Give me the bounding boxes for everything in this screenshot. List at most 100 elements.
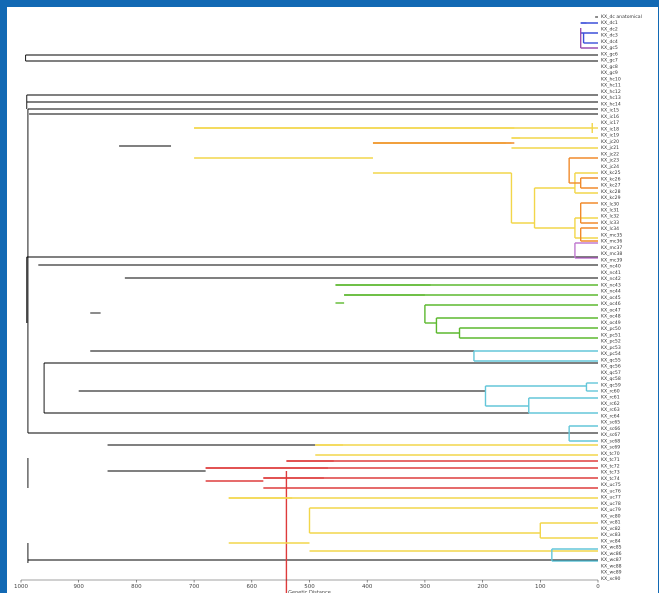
- leaf-label: KX_ic15: [601, 108, 619, 114]
- leaf-label: KX_mc38: [601, 251, 622, 257]
- leaf-label: KX_dc3: [601, 33, 618, 39]
- leaf-label: KX_nc40: [601, 264, 621, 270]
- leaf-label: KX_lc33: [601, 220, 619, 226]
- leaf-label: KX_oc47: [601, 307, 621, 313]
- leaf-label: KX_oc48: [601, 314, 621, 320]
- x-axis-title: Genetic Distance: [288, 590, 331, 593]
- leaf-label: KX_mc36: [601, 239, 622, 245]
- leaf-label: KX_oc49: [601, 320, 621, 326]
- leaf-label: KX_sc69: [601, 445, 620, 451]
- leaf-label: KX_oc45: [601, 295, 621, 301]
- leaf-label: KX_jc24: [601, 164, 619, 170]
- x-tick-label: 900: [73, 584, 84, 590]
- leaf-label: KX_gc8: [601, 64, 618, 70]
- leaf-label: KX_kc25: [601, 170, 621, 176]
- x-tick-label: 0: [596, 584, 600, 590]
- leaf-label: KX_wc85: [601, 545, 622, 551]
- leaf-label: KX_nc44: [601, 289, 621, 295]
- leaf-label: KX_gc6: [601, 51, 618, 57]
- leaf-label: KX_qc57: [601, 370, 621, 376]
- leaf-label: KX_sc66: [601, 426, 620, 432]
- leaf-label: KX_lc32: [601, 214, 619, 220]
- leaf-label: KX_tc70: [601, 451, 620, 457]
- leaf-label: KX_qc59: [601, 382, 621, 388]
- leaf-label: KX_jc21: [601, 145, 619, 151]
- leaf-label: KX_jc23: [601, 158, 619, 164]
- leaf-label: KX_sc65: [601, 420, 620, 426]
- leaf-label: KX_pc53: [601, 345, 621, 351]
- leaf-label: KX_gc5: [601, 45, 618, 51]
- x-tick-label: 400: [362, 584, 373, 590]
- leaf-label: KX_kc29: [601, 195, 621, 201]
- leaf-label: KX_ic17: [601, 120, 619, 126]
- x-tick-label: 800: [131, 584, 142, 590]
- x-tick-label: 100: [535, 584, 546, 590]
- leaf-label: KX_dc2: [601, 26, 618, 32]
- leaf-label: KX_qc55: [601, 357, 621, 363]
- leaf-label: KX_kc26: [601, 176, 621, 182]
- leaf-label: KX_dc4: [601, 39, 618, 45]
- leaf-label: KX_tc72: [601, 463, 620, 469]
- leaf-label: KX_ic18: [601, 126, 619, 132]
- leaf-label: KX_rc64: [601, 413, 620, 419]
- leaf-label: KX_dc1: [601, 20, 618, 26]
- leaf-label: KX_dc anatomical: [601, 14, 642, 20]
- leaf-label: KX_xc90: [601, 576, 621, 582]
- leaf-label: KX_uc76: [601, 488, 621, 494]
- leaf-label: KX_rc63: [601, 407, 620, 413]
- leaf-label: KX_mc37: [601, 245, 622, 251]
- leaf-label: KX_jc20: [601, 139, 619, 145]
- leaf-label: KX_gc7: [601, 58, 618, 64]
- leaf-label: KX_ic16: [601, 114, 619, 120]
- x-tick-label: 300: [420, 584, 431, 590]
- leaf-label: KX_jc22: [601, 151, 619, 157]
- leaf-label: KX_wc89: [601, 570, 622, 576]
- leaf-label: KX_qc56: [601, 364, 621, 370]
- leaf-label: KX_mc35: [601, 232, 622, 238]
- leaf-label: KX_pc52: [601, 339, 621, 345]
- leaf-label: KX_hc10: [601, 76, 621, 82]
- x-tick-label: 500: [304, 584, 315, 590]
- leaf-label: KX_pc54: [601, 351, 621, 357]
- leaf-label: KX_oc46: [601, 301, 621, 307]
- dendrogram-figure: KX_dc anatomicalKX_dc1KX_dc2KX_dc3KX_dc4…: [14, 14, 642, 593]
- leaf-label: KX_hc13: [601, 95, 621, 101]
- leaf-label: KX_uc77: [601, 495, 621, 501]
- x-tick-label: 600: [247, 584, 258, 590]
- leaf-label: KX_hc12: [601, 89, 621, 95]
- leaf-label: KX_sc67: [601, 432, 620, 438]
- leaf-label: KX_lc34: [601, 226, 619, 232]
- leaf-label: KX_lc30: [601, 201, 619, 207]
- leaf-label: KX_kc28: [601, 189, 621, 195]
- dendrogram-panel: KX_dc anatomical KX_dc1 KX_dc2 KX_dc3 KX_dc4…: [7, 7, 658, 593]
- leaf-label: KX_hc14: [601, 101, 621, 107]
- leaf-label: KX_vc83: [601, 532, 621, 538]
- leaf-label: KX_vc80: [601, 513, 621, 519]
- leaf-label: KX_gc9: [601, 70, 618, 76]
- leaf-label: KX_nc42: [601, 276, 621, 282]
- x-tick-label: 1000: [14, 584, 28, 590]
- leaf-label: KX_uc78: [601, 501, 621, 507]
- leaf-label: KX_lc31: [601, 207, 619, 213]
- leaf-label: KX_tc71: [601, 457, 620, 463]
- leaf-label: KX_wc87: [601, 557, 622, 563]
- leaf-label: KX_rc62: [601, 401, 620, 407]
- leaf-label: KX_vc84: [601, 538, 621, 544]
- leaf-label: KX_tc73: [601, 470, 620, 476]
- leaf-label: KX_uc75: [601, 482, 621, 488]
- leaf-label: KX_rc61: [601, 395, 620, 401]
- leaf-label: KX_hc11: [601, 83, 621, 89]
- leaf-label: KX_nc41: [601, 270, 621, 276]
- leaf-label: KX_tc74: [601, 476, 620, 482]
- leaf-label: KX_ic19: [601, 133, 619, 139]
- leaf-label: KX_qc58: [601, 376, 621, 382]
- x-tick-label: 200: [477, 584, 488, 590]
- leaf-label: KX_vc81: [601, 520, 621, 526]
- x-tick-label: 700: [189, 584, 200, 590]
- leaf-label: KX_nc43: [601, 282, 621, 288]
- leaf-label: KX_wc86: [601, 551, 622, 557]
- leaf-label: KX_sc68: [601, 438, 620, 444]
- leaf-label: KX_pc50: [601, 326, 621, 332]
- leaf-label: KX_pc51: [601, 332, 621, 338]
- leaf-label: KX_uc79: [601, 507, 621, 513]
